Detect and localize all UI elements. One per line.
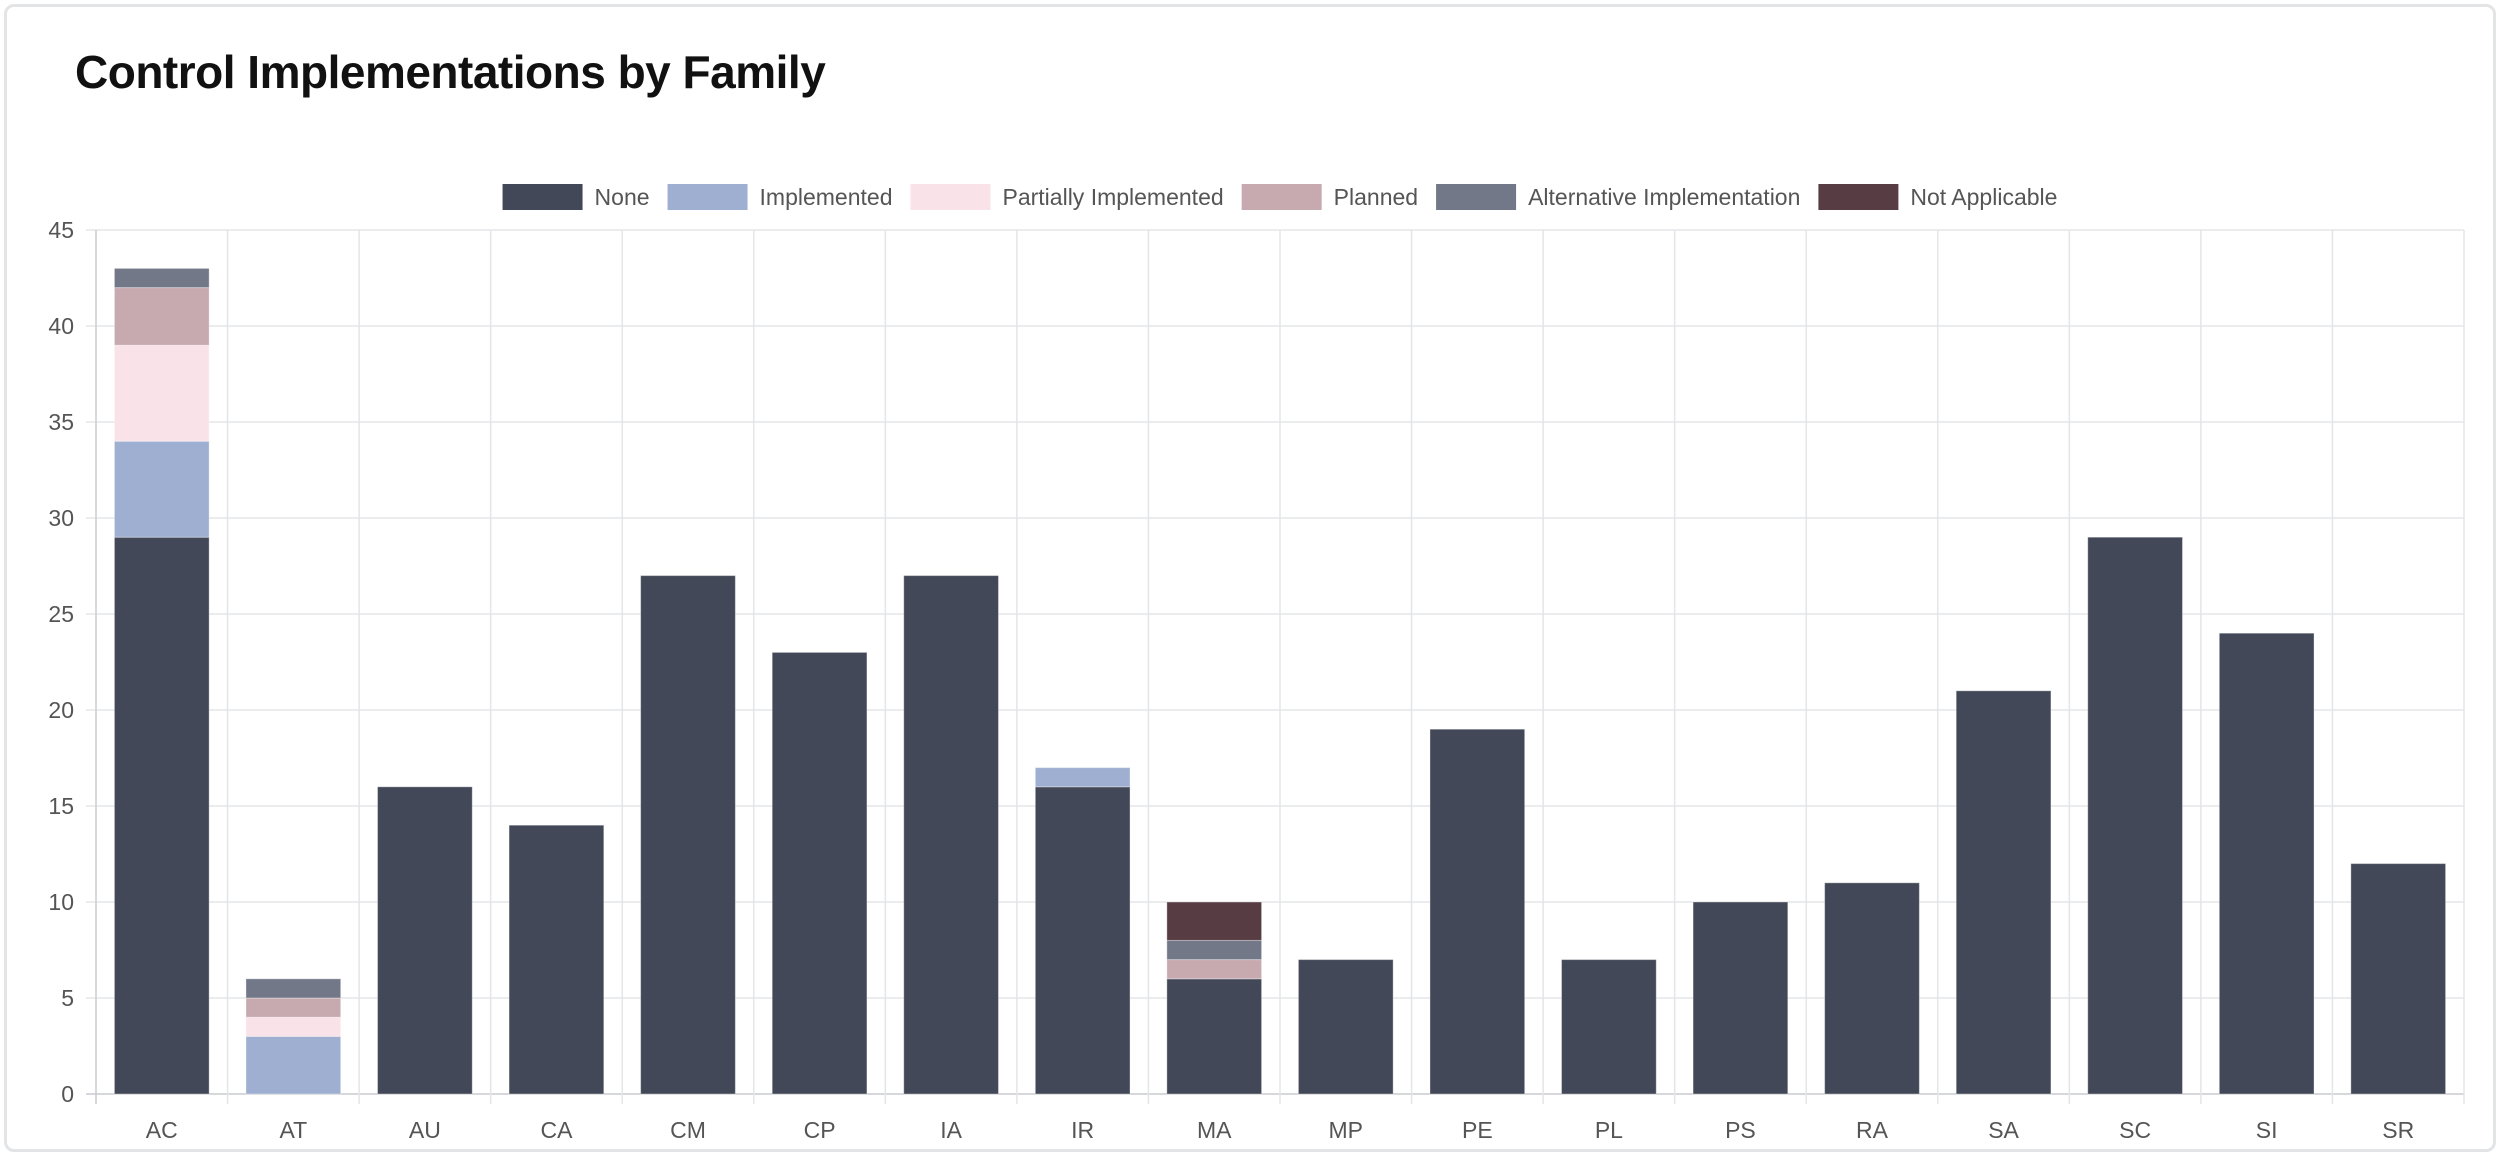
x-tick-label: RA — [1856, 1117, 1889, 1143]
legend-label[interactable]: Implemented — [760, 184, 893, 210]
bar-segment-sa-none[interactable] — [1955, 690, 2052, 1095]
x-tick-label: PE — [1462, 1117, 1493, 1143]
legend-swatch-none[interactable] — [502, 184, 583, 210]
bar-segment-ac-implemented[interactable] — [113, 440, 210, 538]
bar-segment-at-implemented[interactable] — [245, 1035, 342, 1095]
legend-swatch-not-applicable[interactable] — [1818, 184, 1899, 210]
bar-segment-at-partially-implemented[interactable] — [245, 1016, 342, 1037]
y-tick-label: 35 — [48, 409, 74, 435]
legend-label[interactable]: Alternative Implementation — [1528, 184, 1800, 210]
x-tick-label: CM — [670, 1117, 706, 1143]
bar-segment-ca-none[interactable] — [508, 824, 605, 1095]
bar-segment-cp-none[interactable] — [771, 651, 868, 1095]
bar-segment-cm-none[interactable] — [640, 575, 736, 1095]
bar-segment-ia-none[interactable] — [903, 575, 999, 1095]
x-tick-label: AU — [409, 1117, 441, 1143]
x-tick-label: PL — [1595, 1117, 1623, 1143]
legend-label[interactable]: Not Applicable — [1910, 184, 2057, 210]
legend-label[interactable]: Planned — [1334, 184, 1418, 210]
x-tick-label: PS — [1725, 1117, 1756, 1143]
x-tick-label: SC — [2119, 1117, 2151, 1143]
y-tick-label: 25 — [48, 601, 74, 627]
y-tick-label: 45 — [48, 217, 74, 243]
legend-label[interactable]: Partially Implemented — [1003, 184, 1224, 210]
x-tick-label: MP — [1329, 1117, 1364, 1143]
x-tick-label: CA — [540, 1117, 573, 1143]
bar-segment-at-alternative-implementation[interactable] — [245, 978, 342, 999]
bar-segment-ac-none[interactable] — [113, 536, 210, 1095]
bar-segment-au-none[interactable] — [377, 786, 473, 1095]
bar-segment-ac-partially-implemented[interactable] — [113, 344, 210, 442]
bar-segment-ma-alternative-implementation[interactable] — [1166, 939, 1263, 961]
legend-swatch-alternative-implementation[interactable] — [1436, 184, 1517, 210]
legend-swatch-implemented[interactable] — [667, 184, 748, 210]
y-tick-label: 0 — [61, 1081, 74, 1107]
bar-segment-ma-not-applicable[interactable] — [1166, 901, 1263, 941]
x-tick-label: SI — [2256, 1117, 2278, 1143]
y-tick-label: 10 — [48, 889, 74, 915]
bar-segment-sc-none[interactable] — [2087, 536, 2183, 1095]
x-tick-label: SR — [2382, 1117, 2414, 1143]
y-tick-label: 5 — [61, 985, 74, 1011]
chart-title: Control Implementations by Family — [75, 46, 826, 98]
x-tick-label: IA — [940, 1117, 962, 1143]
bar-segment-ir-implemented[interactable] — [1034, 767, 1131, 788]
bar-segment-ps-none[interactable] — [1692, 901, 1789, 1095]
x-tick-label: CP — [804, 1117, 836, 1143]
x-tick-label: AC — [146, 1117, 178, 1143]
y-tick-label: 15 — [48, 793, 74, 819]
y-tick-label: 40 — [48, 313, 74, 339]
bar-segment-mp-none[interactable] — [1297, 959, 1394, 1095]
bar-segment-pe-none[interactable] — [1429, 728, 1526, 1095]
bar-segment-ra-none[interactable] — [1824, 882, 1920, 1095]
x-tick-label: AT — [279, 1117, 307, 1143]
bar-segment-ma-none[interactable] — [1166, 978, 1263, 1095]
bar-segment-si-none[interactable] — [2218, 632, 2315, 1095]
bar-segment-ac-planned[interactable] — [113, 287, 210, 346]
bar-segment-ir-none[interactable] — [1034, 786, 1131, 1095]
bar-segment-ma-planned[interactable] — [1166, 959, 1263, 980]
x-tick-label: SA — [1988, 1117, 2019, 1143]
bar-segment-sr-none[interactable] — [2350, 863, 2447, 1095]
y-tick-label: 30 — [48, 505, 74, 531]
legend-swatch-planned[interactable] — [1241, 184, 1322, 210]
bar-segment-ac-alternative-implementation[interactable] — [113, 267, 210, 289]
x-tick-label: MA — [1197, 1117, 1232, 1143]
x-tick-label: IR — [1071, 1117, 1094, 1143]
legend-label[interactable]: None — [595, 184, 650, 210]
bar-segment-at-planned[interactable] — [245, 997, 342, 1018]
legend-swatch-partially-implemented[interactable] — [910, 184, 991, 210]
y-tick-label: 20 — [48, 697, 74, 723]
bar-segment-pl-none[interactable] — [1561, 959, 1657, 1095]
